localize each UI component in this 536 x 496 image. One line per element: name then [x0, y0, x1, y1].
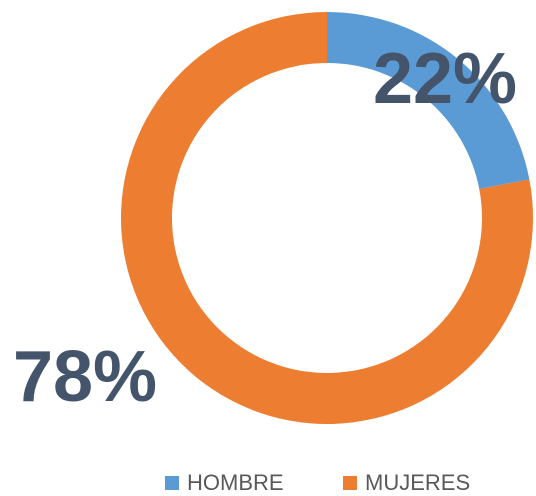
donut-segment	[327, 12, 530, 189]
legend-swatch	[343, 476, 357, 490]
legend-label: HOMBRE	[187, 470, 284, 495]
data-label: 22%	[373, 39, 517, 119]
legend-label: MUJERES	[365, 470, 470, 495]
legend-swatch	[165, 476, 179, 490]
data-label: 78%	[13, 337, 157, 417]
